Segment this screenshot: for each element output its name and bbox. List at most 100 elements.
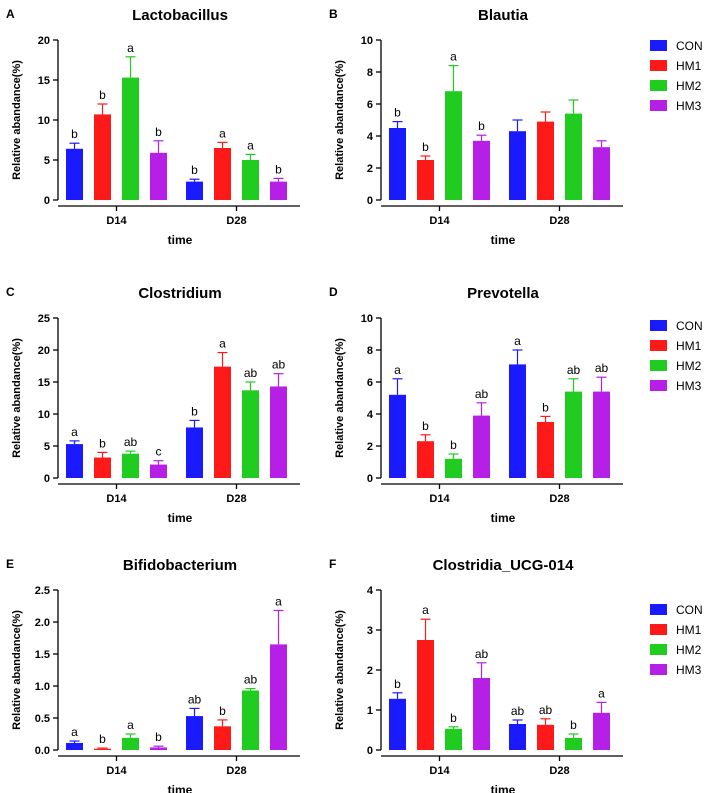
significance-letter: b bbox=[570, 718, 577, 732]
significance-letter: ab bbox=[188, 692, 202, 706]
significance-letter: a bbox=[71, 425, 78, 439]
y-tick-label: 8 bbox=[367, 345, 373, 357]
bar-con-d28 bbox=[186, 427, 203, 478]
legend-swatch-con bbox=[650, 320, 667, 331]
significance-letter: b bbox=[275, 162, 282, 176]
bar-hm2-d14 bbox=[445, 458, 462, 478]
significance-letter: b bbox=[422, 140, 429, 154]
bar-hm3-d14 bbox=[150, 152, 167, 200]
panel-e: E Bifidobacterium 0.0 0.5 1.0 1.5 2.0 2.5 Relati… bbox=[6, 557, 300, 793]
bar-hm2-d14 bbox=[445, 91, 462, 200]
y-tick-label: 1 bbox=[367, 705, 373, 717]
significance-letter: a bbox=[127, 718, 134, 732]
legend-swatch-hm1 bbox=[650, 60, 667, 71]
significance-letter: a bbox=[71, 725, 78, 739]
bar-hm2-d14 bbox=[122, 737, 139, 750]
y-tick-label: 10 bbox=[361, 35, 373, 47]
bar-hm2-d28 bbox=[565, 391, 582, 478]
significance-letter: b bbox=[191, 404, 198, 418]
legend-label-hm1: HM1 bbox=[676, 59, 702, 73]
significance-letter: b bbox=[542, 400, 549, 414]
significance-letter: ab bbox=[567, 363, 581, 377]
bar-hm2-d14 bbox=[122, 453, 139, 478]
y-tick-label: 0 bbox=[44, 473, 50, 485]
x-axis-title: time bbox=[168, 233, 193, 247]
legend-label-hm1: HM1 bbox=[676, 339, 702, 353]
chart-title: Clostridia_UCG-014 bbox=[433, 557, 575, 574]
legend-label-con: CON bbox=[676, 603, 703, 617]
legend-swatch-hm3 bbox=[650, 100, 667, 111]
bar-hm1-d14 bbox=[417, 160, 434, 200]
y-tick-label: 4 bbox=[367, 131, 374, 143]
significance-letter: ab bbox=[272, 358, 286, 372]
chart-title: Lactobacillus bbox=[132, 7, 228, 24]
y-tick-label: 0.0 bbox=[35, 745, 50, 757]
bar-hm2-d28 bbox=[242, 690, 259, 750]
x-tick-label: D14 bbox=[429, 215, 450, 227]
legend-label-hm2: HM2 bbox=[676, 643, 702, 657]
legend-label-hm1: HM1 bbox=[676, 623, 702, 637]
bar-hm2-d28 bbox=[242, 390, 259, 478]
x-tick-label: D28 bbox=[549, 493, 569, 505]
bar-hm3-d28 bbox=[593, 147, 610, 200]
x-axis-title: time bbox=[491, 783, 516, 793]
significance-letter: a bbox=[127, 41, 134, 55]
significance-letter: a bbox=[514, 334, 521, 348]
y-tick-label: 2.0 bbox=[35, 617, 50, 629]
bar-hm1-d14 bbox=[94, 457, 111, 478]
bar-hm1-d28 bbox=[214, 148, 231, 200]
panel-f: F Clostridia_UCG-014 0 1 2 3 4 Relative abandan… bbox=[329, 557, 623, 793]
y-tick-label: 6 bbox=[367, 99, 373, 111]
y-tick-label: 4 bbox=[367, 585, 374, 597]
x-tick-label: D28 bbox=[226, 493, 246, 505]
chart-title: Clostridium bbox=[138, 285, 221, 302]
significance-letter: b bbox=[450, 438, 457, 452]
y-tick-label: 10 bbox=[361, 313, 373, 325]
significance-letter: a bbox=[247, 138, 254, 152]
x-axis-title: time bbox=[168, 511, 193, 525]
bar-hm2-d28 bbox=[565, 738, 582, 750]
x-tick-label: D28 bbox=[226, 765, 246, 777]
significance-letter: a bbox=[394, 363, 401, 377]
legend-label-hm2: HM2 bbox=[676, 79, 702, 93]
y-tick-label: 2 bbox=[367, 441, 373, 453]
bar-hm3-d14 bbox=[473, 140, 490, 200]
x-tick-label: D28 bbox=[226, 215, 246, 227]
significance-letter: ab bbox=[244, 366, 258, 380]
y-tick-label: 0.5 bbox=[35, 713, 50, 725]
legend-bottom: CON HM1 HM2 HM3 bbox=[650, 603, 703, 677]
significance-letter: b bbox=[71, 127, 78, 141]
significance-letter: b bbox=[155, 730, 162, 744]
bar-con-d14 bbox=[66, 742, 83, 750]
bar-con-d14 bbox=[389, 698, 406, 750]
y-tick-label: 8 bbox=[367, 67, 373, 79]
y-axis-title: Relative abandance(%) bbox=[334, 60, 346, 180]
y-tick-label: 25 bbox=[38, 313, 50, 325]
bar-con-d14 bbox=[389, 128, 406, 200]
significance-letter: b bbox=[422, 419, 429, 433]
chart-title: Blautia bbox=[478, 7, 529, 24]
y-tick-label: 20 bbox=[38, 345, 50, 357]
y-tick-label: 15 bbox=[38, 377, 50, 389]
y-tick-label: 5 bbox=[44, 441, 50, 453]
significance-letter: a bbox=[275, 594, 282, 608]
significance-letter: a bbox=[422, 603, 429, 617]
y-tick-label: 15 bbox=[38, 75, 50, 87]
significance-letter: a bbox=[598, 686, 605, 700]
bar-con-d14 bbox=[66, 148, 83, 200]
y-tick-label: 0 bbox=[367, 473, 373, 485]
y-tick-label: 0 bbox=[367, 195, 373, 207]
significance-letter: a bbox=[219, 337, 226, 351]
significance-letter: b bbox=[394, 106, 401, 120]
bar-con-d28 bbox=[186, 181, 203, 200]
legend-swatch-hm3 bbox=[650, 380, 667, 391]
bar-hm3-d14 bbox=[473, 415, 490, 478]
significance-letter: b bbox=[155, 125, 162, 139]
y-tick-label: 2 bbox=[367, 163, 373, 175]
bar-con-d28 bbox=[509, 131, 526, 200]
y-tick-label: 2 bbox=[367, 665, 373, 677]
significance-letter: c bbox=[156, 445, 162, 459]
bar-hm3-d28 bbox=[270, 644, 287, 750]
y-tick-label: 20 bbox=[38, 35, 50, 47]
